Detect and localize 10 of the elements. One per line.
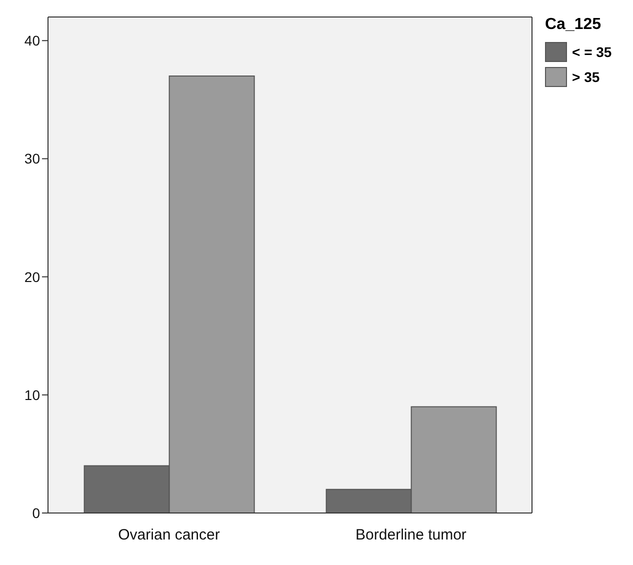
y-tick-label: 40 <box>24 32 40 49</box>
x-tick-label: Ovarian cancer <box>118 526 220 544</box>
y-tick-label: 10 <box>24 386 40 403</box>
legend-label: < = 35 <box>571 43 613 62</box>
legend-title: Ca_125 <box>545 16 602 34</box>
y-tick-label: 0 <box>32 504 40 521</box>
x-tick-label: Borderline tumor <box>356 526 466 544</box>
y-tick-label: 30 <box>24 150 40 167</box>
y-tick-label: 20 <box>24 268 40 285</box>
legend-label: > 35 <box>571 68 601 87</box>
